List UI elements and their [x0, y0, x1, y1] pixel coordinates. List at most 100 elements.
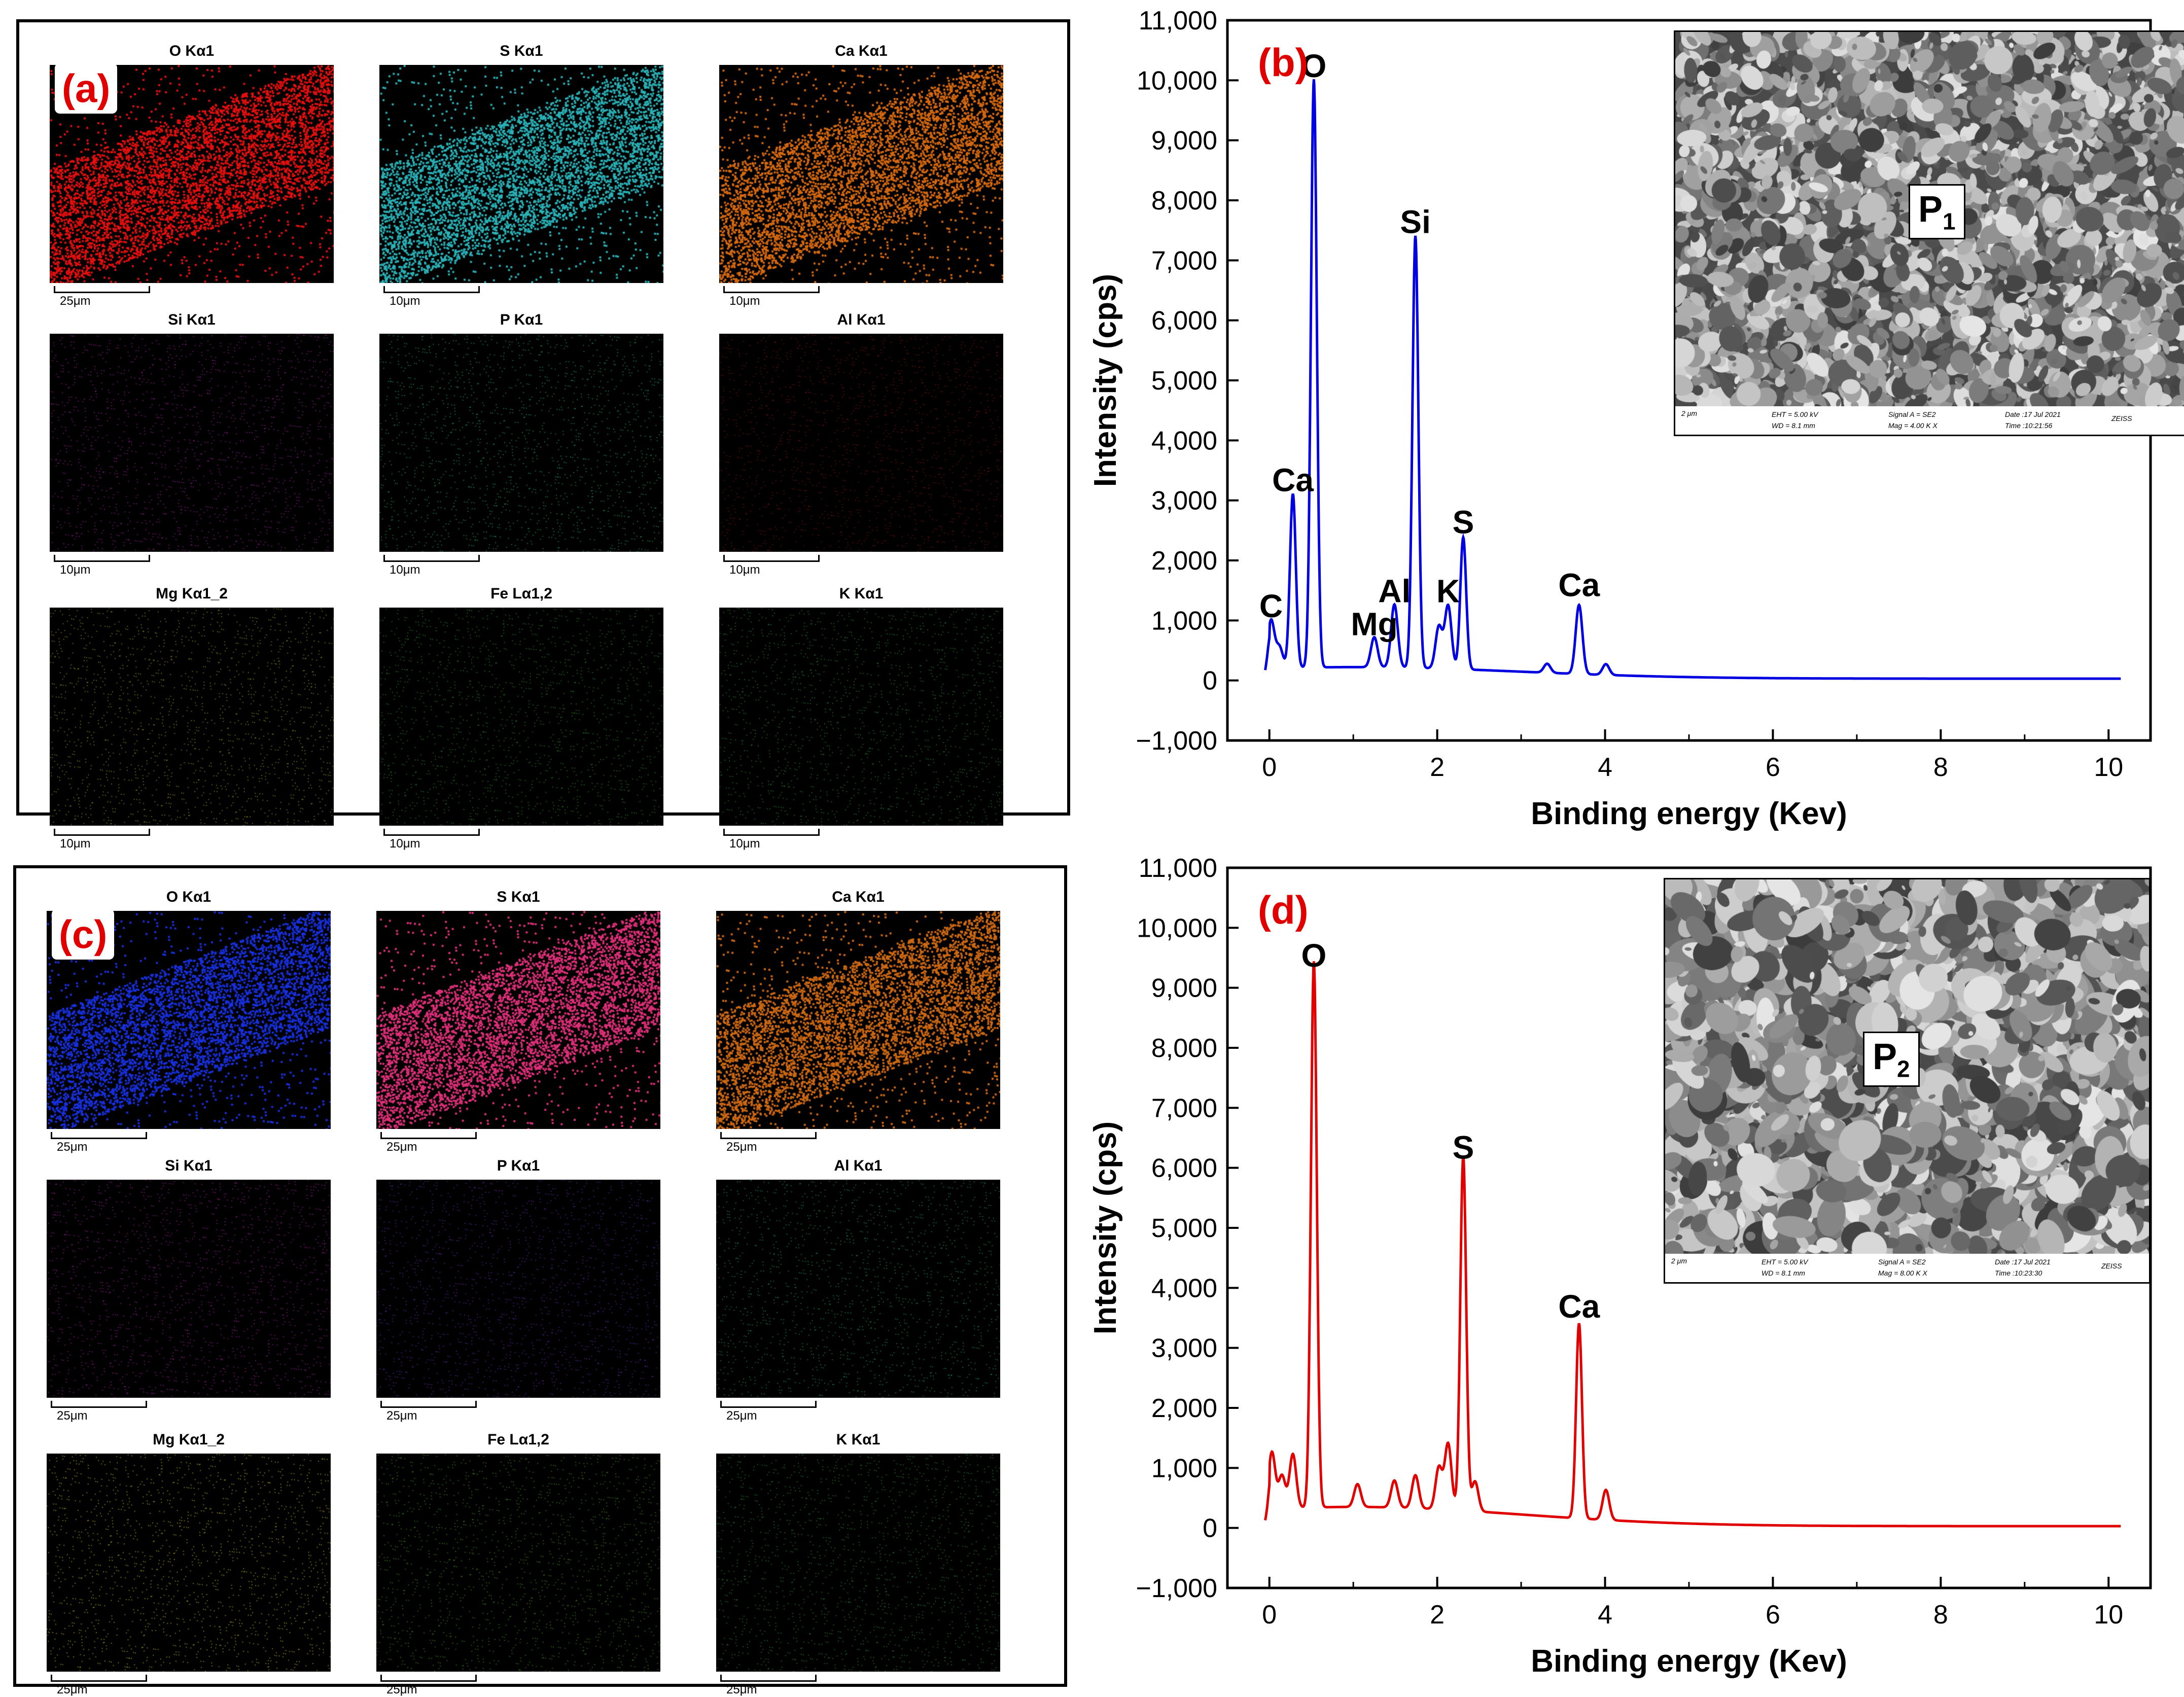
scale-bar — [51, 1132, 147, 1139]
y-axis-label: Intensity (cps) — [1088, 1121, 1123, 1334]
y-tick-label: 8,000 — [1151, 1034, 1217, 1063]
element-map-title: Al Kα1 — [837, 311, 886, 328]
peak-label: O — [1301, 48, 1327, 84]
element-map-tile: Mg Kα1_2 10μm — [50, 585, 334, 851]
sem-inset: 2 μm EHT = 5.00 kV WD = 8.1 mm Signal A = S… — [1664, 878, 2151, 1284]
y-tick-label: 1,000 — [1151, 606, 1217, 635]
element-map-tile: Al Kα1 25μm — [716, 1157, 1000, 1423]
y-tick-label: 3,000 — [1151, 486, 1217, 516]
sem-wd: WD = 8.1 mm — [1762, 1269, 1805, 1277]
element-map-title: P Kα1 — [497, 1157, 540, 1174]
element-map-tile: Fe Lα1,2 10μm — [379, 585, 663, 851]
element-map-tile: S Kα1 25μm — [376, 889, 660, 1154]
scale-bar — [380, 1401, 477, 1408]
scale-bar — [720, 1675, 817, 1682]
x-tick-label: 8 — [1933, 753, 1948, 782]
peak-label: K — [1436, 573, 1460, 609]
peak-label: Al — [1378, 573, 1411, 609]
y-tick-label: 9,000 — [1151, 974, 1217, 1003]
eds-spectrum-chart-b: −1,000 0 1,000 2,000 3,000 4,000 5,000 6,000 7,0… — [1088, 6, 2152, 831]
y-tick-label: 2,000 — [1151, 1394, 1217, 1423]
scale-label: 10μm — [390, 294, 420, 308]
scale-label: 25μm — [726, 1683, 757, 1696]
peak-label: Mg — [1351, 606, 1397, 643]
scale-bar — [383, 286, 480, 293]
scale-label: 25μm — [57, 1409, 88, 1423]
peak-label: S — [1453, 1129, 1474, 1166]
element-map-tile: Ca Kα1 25μm — [716, 889, 1000, 1154]
scale-label: 10μm — [390, 563, 420, 577]
element-map-image — [376, 1454, 660, 1672]
element-map-title: Ca Kα1 — [832, 889, 885, 905]
element-map-tile: P Kα1 25μm — [376, 1157, 660, 1423]
scale-label: 10μm — [729, 837, 760, 851]
sem-time: Time :10:23:30 — [1995, 1269, 2042, 1277]
scale-bar — [54, 286, 150, 293]
sem-info-bar: 2 μm EHT = 5.00 kV WD = 8.1 mm Signal A = S… — [1675, 406, 2184, 435]
sem-brand: ZEISS — [2101, 1262, 2122, 1270]
element-map-tile: O Kα1 25μm — [50, 43, 334, 308]
scale-bar — [383, 555, 480, 562]
element-map-tile: Al Kα1 10μm — [719, 311, 1003, 577]
sem-tag-letter: P — [1918, 189, 1943, 230]
y-tick-label: −1,000 — [1136, 726, 1218, 756]
element-map-image — [50, 608, 334, 826]
element-map-title: P Kα1 — [500, 311, 543, 328]
element-map-title: Si Kα1 — [168, 311, 216, 328]
sem-tag-letter: P — [1873, 1037, 1897, 1077]
x-tick-label: 6 — [1766, 753, 1780, 782]
y-tick-label: 11,000 — [1139, 854, 1217, 883]
sem-info-bar: 2 μm EHT = 5.00 kV WD = 8.1 mm Signal A = S… — [1665, 1254, 2149, 1282]
panel-label: (b) — [1258, 40, 1309, 85]
x-tick-label: 6 — [1766, 1600, 1780, 1630]
sem-tag-subscript: 1 — [1943, 208, 1956, 235]
sem-time: Time :10:21:56 — [2005, 421, 2053, 430]
y-tick-label: 4,000 — [1151, 426, 1217, 455]
peak-label: O — [1301, 937, 1327, 974]
y-axis-label: Intensity (cps) — [1088, 274, 1123, 487]
elemental-map-panel-c: O Kα1 25μm S Kα1 25μm Ca Kα1 25μm Si Kα1 25μm P … — [13, 865, 1067, 1696]
x-tick-label: 0 — [1262, 753, 1277, 782]
element-map-title: Mg Kα1_2 — [156, 585, 228, 602]
element-map-tile: K Kα1 10μm — [719, 585, 1003, 851]
scale-label: 25μm — [386, 1140, 417, 1154]
scale-label: 25μm — [57, 1683, 88, 1696]
y-tick-label: 11,000 — [1139, 6, 1217, 36]
element-map-image — [376, 911, 660, 1129]
y-tick-label: 5,000 — [1151, 366, 1217, 396]
y-tick-label: 9,000 — [1151, 126, 1217, 156]
scale-label: 25μm — [57, 1140, 88, 1154]
sem-wd: WD = 8.1 mm — [1772, 421, 1815, 430]
element-map-image — [50, 65, 334, 283]
x-tick-label: 2 — [1430, 753, 1445, 782]
scale-bar — [720, 1132, 817, 1139]
x-tick-label: 10 — [2094, 1600, 2123, 1630]
elemental-map-panel-a: O Kα1 25μm S Kα1 10μm Ca Kα1 10μm Si Kα1 10μm P … — [16, 19, 1070, 851]
element-map-image — [47, 1454, 331, 1672]
element-map-title: K Kα1 — [839, 585, 884, 602]
sem-date: Date :17 Jul 2021 — [2005, 410, 2061, 418]
y-tick-label: 7,000 — [1151, 1093, 1217, 1123]
scale-label: 10μm — [390, 837, 420, 851]
element-map-image — [47, 1180, 331, 1398]
element-map-tile: Si Kα1 10μm — [50, 311, 334, 577]
peak-label: Ca — [1272, 462, 1314, 499]
scale-label: 10μm — [729, 563, 760, 577]
sem-brand: ZEISS — [2111, 414, 2132, 422]
sem-eht: EHT = 5.00 kV — [1762, 1258, 1808, 1266]
scale-label: 25μm — [60, 294, 91, 308]
element-map-tile: Ca Kα1 10μm — [719, 43, 1003, 308]
y-tick-label: 3,000 — [1151, 1334, 1217, 1363]
y-tick-label: 8,000 — [1151, 186, 1217, 216]
scale-label: 10μm — [60, 837, 91, 851]
spectrum-line — [1264, 79, 2121, 680]
element-map-image — [376, 1180, 660, 1398]
element-map-image — [719, 334, 1003, 552]
sem-scale: 2 μm — [1671, 1257, 1687, 1265]
scale-bar — [51, 1675, 147, 1682]
element-map-image — [379, 334, 663, 552]
x-tick-label: 4 — [1598, 753, 1612, 782]
y-tick-label: 10,000 — [1137, 913, 1217, 943]
scale-bar — [720, 1401, 817, 1408]
scale-label: 10μm — [729, 294, 760, 308]
